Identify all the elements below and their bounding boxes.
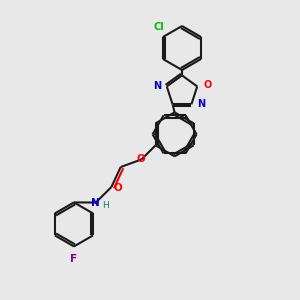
Text: N: N bbox=[92, 197, 100, 208]
Text: O: O bbox=[203, 80, 212, 91]
Text: Cl: Cl bbox=[154, 22, 164, 32]
Text: F: F bbox=[70, 254, 77, 264]
Text: O: O bbox=[136, 154, 145, 164]
Text: H: H bbox=[102, 201, 109, 210]
Text: N: N bbox=[153, 82, 161, 92]
Text: N: N bbox=[197, 99, 206, 109]
Text: O: O bbox=[113, 183, 122, 193]
